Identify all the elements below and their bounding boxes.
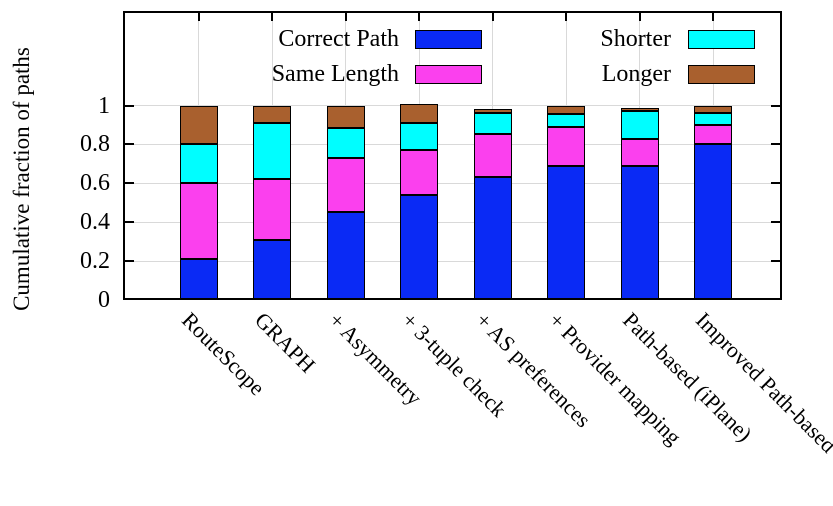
- gridline-y-1: [123, 105, 782, 106]
- xtick-mark-top-as-preferences: [491, 11, 494, 21]
- ytick-mark-left-0.2: [123, 260, 134, 263]
- bar-routescope-longer: [179, 105, 218, 145]
- bar-graph-longer: [253, 105, 291, 124]
- ytick-mark-left-0.6: [123, 182, 134, 185]
- bar-path-based-iplane-same-length: [620, 138, 659, 166]
- ytick-label-1: 1: [98, 92, 110, 119]
- xtick-mark-top-path-based-iplane: [638, 11, 641, 21]
- legend-swatch-same-length: [415, 65, 482, 84]
- gridline-y-0.8: [123, 143, 782, 145]
- ytick-label-0.6: 0.6: [80, 170, 110, 197]
- xtick-mark-top-asymmetry: [344, 11, 347, 21]
- bar-asymmetry-same-length: [326, 158, 365, 213]
- bar-as-preferences-same-length: [473, 133, 512, 178]
- bar-asymmetry-shorter: [326, 127, 365, 159]
- bar-path-based-iplane-longer: [620, 108, 659, 112]
- bar-provider-mapping-longer: [547, 105, 585, 115]
- bar-3-tuple-check-shorter: [400, 123, 438, 151]
- ytick-label-0.4: 0.4: [80, 209, 110, 236]
- bar-as-preferences-correct-path: [473, 177, 512, 300]
- xtick-mark-top-routescope: [197, 11, 200, 21]
- bar-provider-mapping-correct-path: [547, 165, 585, 300]
- plot-area: [123, 11, 782, 300]
- xtick-mark-top-provider-mapping: [565, 11, 567, 21]
- ytick-mark-right-0.6: [771, 182, 782, 185]
- bar-path-based-iplane-correct-path: [620, 165, 659, 300]
- ytick-mark-left-0.8: [123, 143, 134, 146]
- xtick-label-path-based-iplane: Path-based (iPlane): [617, 307, 757, 447]
- legend-label-shorter: Shorter: [600, 26, 671, 52]
- ytick-mark-right-1: [771, 104, 782, 107]
- ytick-mark-right-0.8: [771, 143, 782, 146]
- legend-label-correct-path: Correct Path: [278, 26, 399, 52]
- ytick-mark-left-1: [123, 104, 134, 107]
- bar-graph-shorter: [253, 123, 291, 180]
- bar-graph-correct-path: [253, 239, 291, 300]
- bar-provider-mapping-same-length: [547, 126, 585, 166]
- ytick-label-0.8: 0.8: [80, 131, 110, 158]
- ytick-mark-right-0.2: [771, 260, 782, 263]
- bar-routescope-correct-path: [179, 259, 218, 300]
- bar-improved-path-based-same-length: [694, 124, 732, 145]
- xtick-label-improved-path-based: Improved Path-based: [691, 307, 833, 458]
- bar-asymmetry-longer: [326, 105, 365, 128]
- bar-as-preferences-shorter: [473, 113, 512, 134]
- xtick-label-provider-mapping: + Provider mapping: [544, 307, 687, 450]
- legend-swatch-correct-path: [415, 30, 482, 49]
- y-axis-title: Cumulative fraction of paths: [9, 47, 34, 311]
- bar-improved-path-based-correct-path: [694, 144, 732, 300]
- legend-label-longer: Longer: [601, 61, 671, 87]
- legend-swatch-longer: [688, 65, 755, 84]
- legend-label-same-length: Same Length: [271, 61, 399, 87]
- xtick-mark-top-improved-path-based: [712, 11, 714, 21]
- xtick-mark-top-graph: [271, 11, 273, 21]
- ytick-label-0: 0: [98, 287, 110, 313]
- bar-provider-mapping-shorter: [547, 114, 585, 127]
- bar-routescope-shorter: [179, 144, 218, 184]
- ytick-mark-right-0.4: [771, 221, 782, 224]
- bar-path-based-iplane-shorter: [620, 111, 659, 139]
- legend-swatch-shorter: [688, 30, 755, 49]
- bar-routescope-same-length: [179, 183, 218, 260]
- xtick-mark-top-3-tuple-check: [418, 11, 420, 21]
- gridline-y-0.4: [123, 221, 782, 223]
- ytick-mark-left-0.4: [123, 221, 134, 224]
- gridline-y-0.6: [123, 182, 782, 184]
- bar-improved-path-based-longer: [694, 105, 732, 114]
- xtick-label-graph: GRAPH: [250, 307, 321, 378]
- bar-graph-same-length: [253, 179, 291, 240]
- bar-3-tuple-check-longer: [400, 103, 438, 124]
- plot-border: [123, 11, 782, 300]
- bar-improved-path-based-shorter: [694, 113, 732, 125]
- bar-3-tuple-check-same-length: [400, 150, 438, 195]
- gridline-y-0.2: [123, 260, 782, 262]
- bar-as-preferences-longer: [473, 109, 512, 114]
- ytick-label-0.2: 0.2: [80, 248, 110, 275]
- bar-asymmetry-correct-path: [326, 212, 365, 300]
- bar-3-tuple-check-correct-path: [400, 194, 438, 300]
